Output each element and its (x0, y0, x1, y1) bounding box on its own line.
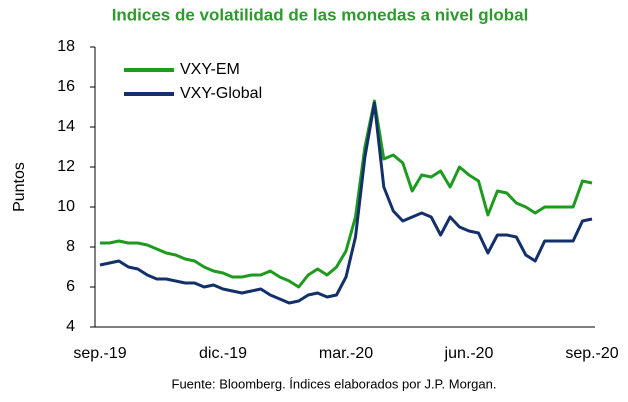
y-tick-label: 4 (66, 318, 75, 335)
chart-title: Indices de volatilidad de las monedas a … (112, 5, 529, 24)
y-axis-label: Puntos (11, 162, 28, 212)
x-tick-label: dic.-19 (199, 345, 247, 362)
x-tick-label: mar.-20 (319, 345, 373, 362)
series-line (100, 99, 593, 289)
source-note: Fuente: Bloomberg. Índices elaborados po… (172, 376, 497, 391)
y-tick-label: 10 (57, 198, 75, 215)
legend-label: VXY-Global (180, 85, 262, 102)
y-tick-label: 12 (57, 158, 75, 175)
y-tick-label: 18 (57, 38, 75, 55)
y-tick-label: 6 (66, 278, 75, 295)
x-tick-label: sep.-19 (73, 345, 126, 362)
series-line (99, 101, 593, 305)
y-tick-label: 16 (57, 78, 75, 95)
y-tick-label: 8 (66, 238, 75, 255)
y-tick-label: 14 (57, 118, 75, 135)
legend-label: VXY-EM (180, 61, 240, 78)
x-tick-label: sep.-20 (565, 345, 618, 362)
x-tick-label: jun.-20 (444, 345, 494, 362)
